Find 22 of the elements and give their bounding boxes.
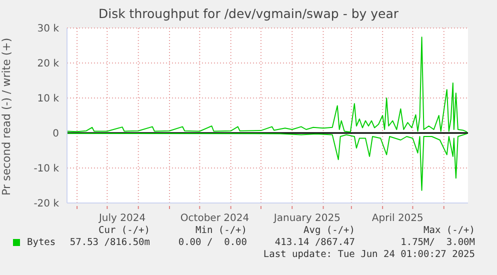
x-tick-label: April 2025: [372, 213, 424, 224]
y-tick-label: 0: [52, 128, 59, 140]
text: Max (-/+): [424, 225, 475, 236]
text: Cur (-/+): [98, 225, 150, 236]
y-tick-label: 10 k: [37, 94, 60, 105]
y-tick-label: -20 k: [34, 198, 60, 210]
chart-title: Disk throughput for /dev/vgmain/swap - by year: [97, 6, 400, 21]
x-tick-label: January 2025: [272, 213, 340, 224]
x-tick-label: July 2024: [98, 213, 146, 224]
y-tick-label: 20 k: [37, 58, 60, 70]
text: Min (-/+): [196, 225, 247, 236]
text: Last update: Tue Jun 24 01:00:27 2025: [263, 249, 475, 260]
text: 1.75M/ 3.00M: [400, 237, 475, 248]
legend-label: Bytes: [26, 237, 56, 248]
y-axis-title: Pr second read (-) / write (+): [0, 38, 13, 196]
text: 0.00 / 0.00: [178, 237, 247, 248]
text: Avg (-/+): [304, 225, 355, 236]
y-tick-label: -10 k: [34, 164, 60, 175]
text: 57.53 /816.50m: [70, 237, 150, 248]
text: 413.14 /867.47: [274, 237, 355, 248]
y-tick-label: 30 k: [37, 24, 60, 35]
x-tick-label: October 2024: [180, 213, 250, 224]
